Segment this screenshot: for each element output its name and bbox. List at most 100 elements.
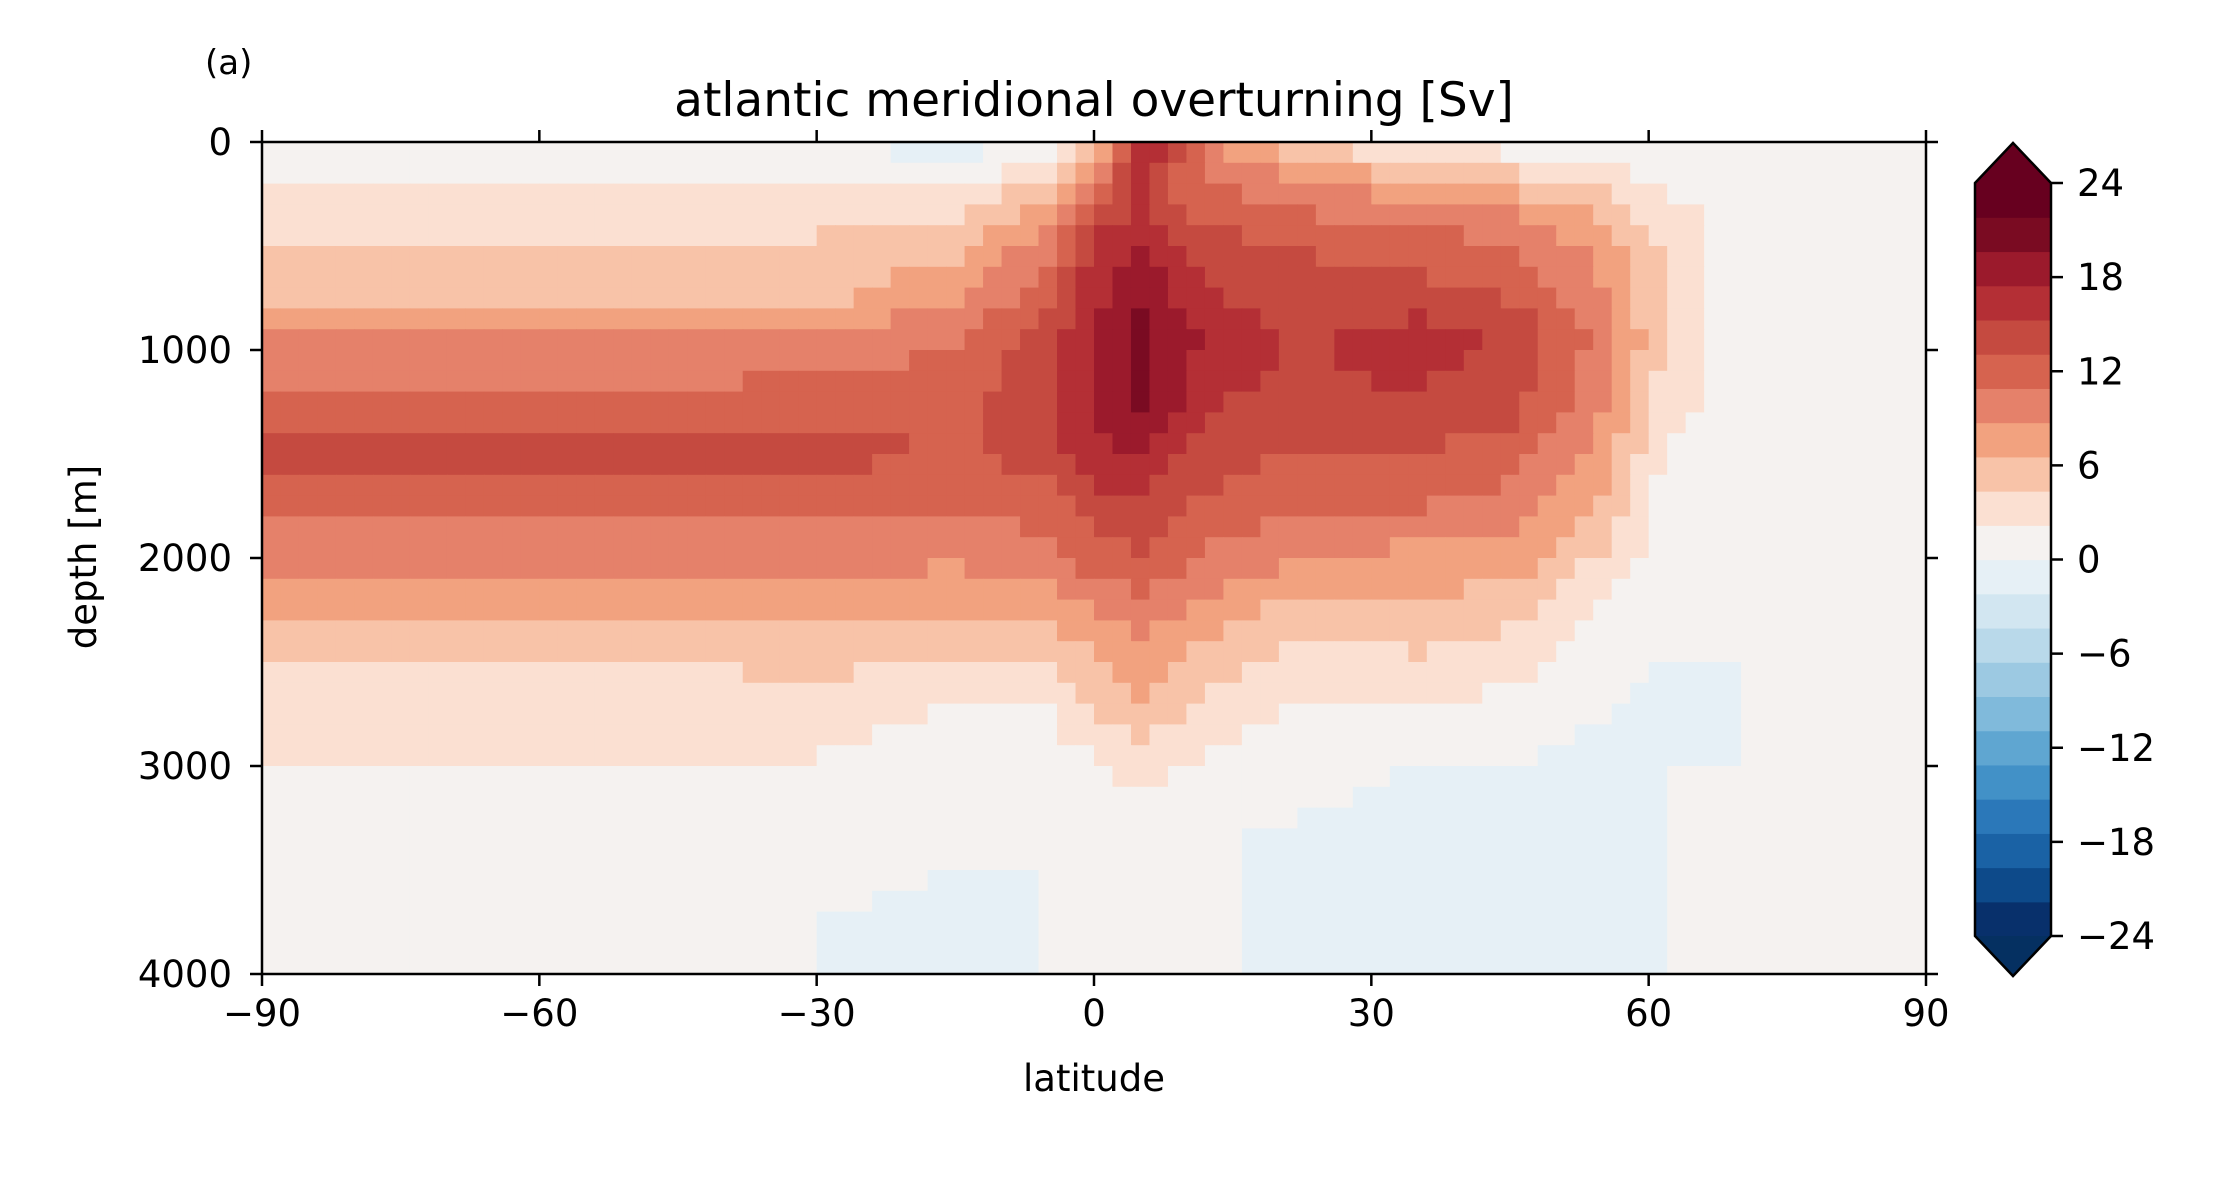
heatmap-cell [687, 703, 707, 725]
heatmap-cell [742, 911, 762, 933]
heatmap-cell [1463, 162, 1483, 185]
heatmap-cell [1223, 932, 1243, 954]
heatmap-cell [1482, 370, 1502, 393]
heatmap-cell [687, 183, 707, 205]
heatmap-cell [1833, 682, 1853, 705]
heatmap-cell [1038, 329, 1058, 351]
heatmap-cell [1020, 370, 1040, 393]
heatmap-cell [1075, 474, 1095, 497]
heatmap-cell [1593, 266, 1613, 289]
heatmap-cell [631, 558, 651, 580]
heatmap-cell [687, 953, 707, 975]
heatmap-cell [1057, 890, 1077, 913]
heatmap-cell [576, 412, 596, 434]
heatmap-cell [946, 641, 966, 663]
heatmap-cell [909, 516, 929, 538]
heatmap-cell [872, 537, 892, 559]
heatmap-cell [650, 537, 670, 559]
heatmap-cell [1500, 266, 1520, 289]
heatmap-cell [779, 870, 799, 892]
heatmap-cell [1020, 745, 1040, 767]
heatmap-cell [520, 516, 540, 538]
heatmap-cell [1815, 911, 1835, 933]
heatmap-cell [1704, 786, 1724, 809]
heatmap-cell [1815, 412, 1835, 434]
heatmap-cell [1833, 308, 1853, 330]
heatmap-cell [964, 849, 984, 871]
heatmap-cell [1611, 454, 1631, 476]
heatmap-cell [927, 682, 947, 705]
heatmap-cell [1260, 308, 1280, 330]
heatmap-cell [890, 162, 910, 185]
heatmap-cell [927, 183, 947, 205]
heatmap-cell [1352, 454, 1372, 476]
heatmap-cell [1778, 703, 1798, 725]
colorbar-swatch [1975, 422, 2051, 458]
heatmap-cell [298, 911, 319, 933]
heatmap-cell [1778, 911, 1798, 933]
heatmap-cell [1537, 287, 1557, 309]
colorbar-swatch [1975, 696, 2051, 732]
heatmap-cell [262, 183, 282, 205]
heatmap-cell [613, 786, 633, 809]
heatmap-cell [502, 870, 522, 892]
heatmap-cell [1778, 745, 1798, 767]
heatmap-cell [742, 162, 762, 185]
heatmap-cell [1241, 537, 1261, 559]
heatmap-cell [1260, 537, 1280, 559]
heatmap-cell [650, 412, 670, 434]
heatmap-cell [946, 828, 966, 850]
heatmap-cell [502, 474, 522, 497]
heatmap-cell [1204, 391, 1225, 413]
heatmap-cell [1722, 474, 1742, 497]
heatmap-cell [1038, 599, 1058, 621]
heatmap-cell [372, 641, 393, 663]
heatmap-cell [1482, 474, 1502, 497]
heatmap-cell [835, 474, 855, 497]
heatmap-cell [317, 932, 337, 954]
heatmap-cell [1519, 454, 1539, 476]
heatmap-cell [502, 558, 522, 580]
heatmap-cell [1500, 641, 1520, 663]
heatmap-cell [1241, 828, 1261, 850]
heatmap-cell [761, 807, 781, 829]
heatmap-cell [1667, 350, 1687, 372]
heatmap-cell [1482, 766, 1502, 788]
heatmap-cell [557, 953, 577, 975]
heatmap-cell [613, 412, 633, 434]
heatmap-cell [1630, 412, 1650, 434]
heatmap-cell [391, 204, 411, 226]
heatmap-cell [1112, 329, 1132, 351]
heatmap-cell [1057, 849, 1077, 871]
heatmap-cell [705, 246, 725, 268]
heatmap-cell [1130, 682, 1151, 705]
heatmap-cell [317, 329, 337, 351]
heatmap-cell [1482, 932, 1502, 954]
heatmap-cell [1112, 745, 1132, 767]
heatmap-cell [594, 662, 614, 684]
heatmap-cell [1223, 828, 1243, 850]
heatmap-cell [613, 870, 633, 892]
heatmap-cell [1759, 162, 1779, 185]
heatmap-cell [816, 370, 836, 393]
heatmap-cell [1907, 474, 1927, 497]
heatmap-cell [1334, 225, 1354, 247]
heatmap-cell [594, 454, 614, 476]
heatmap-cell [798, 870, 818, 892]
heatmap-cell [1334, 433, 1354, 455]
heatmap-cell [262, 786, 282, 809]
heatmap-cell [446, 620, 466, 642]
heatmap-cell [1574, 828, 1594, 850]
heatmap-cell [1907, 682, 1927, 705]
heatmap-cell [705, 953, 725, 975]
heatmap-cell [1278, 183, 1298, 205]
heatmap-cell [1667, 266, 1687, 289]
heatmap-cell [1889, 516, 1909, 538]
heatmap-cell [1223, 641, 1243, 663]
heatmap-cell [1870, 620, 1890, 642]
heatmap-cell [1352, 766, 1372, 788]
heatmap-cell [835, 516, 855, 538]
heatmap-cell [354, 641, 374, 663]
heatmap-cell [539, 537, 559, 559]
heatmap-cell [1630, 911, 1650, 933]
